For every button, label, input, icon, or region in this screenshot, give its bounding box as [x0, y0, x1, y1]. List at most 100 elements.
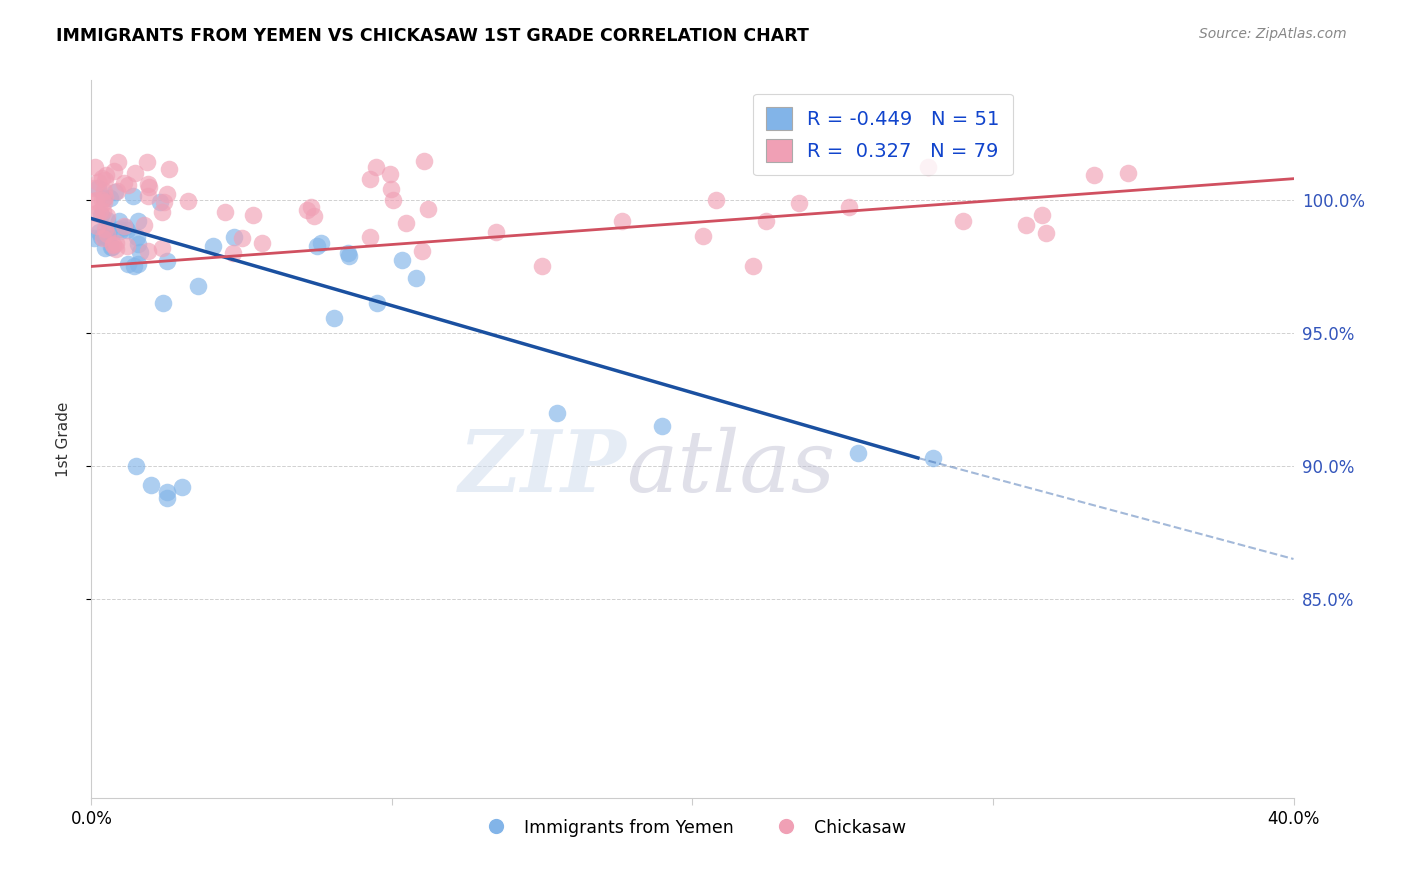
Point	[103, 238, 125, 252]
Point	[83, 160, 105, 174]
Point	[152, 295, 174, 310]
Point	[366, 296, 388, 310]
Point	[141, 477, 163, 491]
Point	[134, 218, 156, 232]
Point	[922, 450, 945, 465]
Point	[100, 240, 122, 254]
Point	[96, 212, 118, 227]
Point	[157, 162, 180, 177]
Point	[87, 175, 110, 189]
Point	[93, 190, 115, 204]
Point	[297, 202, 319, 217]
Point	[105, 184, 128, 198]
Point	[754, 213, 776, 227]
Point	[87, 225, 110, 239]
Point	[149, 194, 172, 209]
Point	[135, 154, 157, 169]
Point	[94, 168, 117, 182]
Point	[153, 195, 176, 210]
Point	[103, 163, 125, 178]
Point	[299, 200, 322, 214]
Point	[242, 208, 264, 222]
Point	[337, 249, 360, 263]
Point	[231, 231, 253, 245]
Point	[117, 257, 139, 271]
Point	[90, 229, 112, 244]
Point	[138, 244, 160, 258]
Point	[177, 194, 200, 208]
Point	[124, 165, 146, 179]
Point	[122, 189, 145, 203]
Point	[112, 176, 135, 190]
Point	[150, 241, 173, 255]
Point	[83, 194, 105, 208]
Point	[250, 236, 273, 251]
Text: atlas: atlas	[626, 426, 835, 509]
Point	[86, 206, 108, 220]
Point	[107, 222, 129, 236]
Point	[391, 253, 413, 268]
Point	[378, 167, 401, 181]
Text: IMMIGRANTS FROM YEMEN VS CHICKASAW 1ST GRADE CORRELATION CHART: IMMIGRANTS FROM YEMEN VS CHICKASAW 1ST G…	[56, 27, 808, 45]
Point	[222, 245, 245, 260]
Point	[96, 227, 118, 241]
Point	[156, 253, 179, 268]
Point	[107, 154, 129, 169]
Point	[322, 310, 344, 325]
Point	[98, 191, 121, 205]
Point	[917, 160, 939, 174]
Point	[90, 208, 112, 222]
Point	[84, 193, 107, 207]
Point	[112, 219, 135, 233]
Point	[846, 445, 869, 459]
Point	[86, 219, 108, 234]
Point	[87, 181, 110, 195]
Point	[93, 229, 115, 244]
Point	[127, 237, 149, 252]
Point	[136, 189, 159, 203]
Point	[101, 237, 124, 252]
Point	[484, 225, 506, 239]
Point	[91, 171, 114, 186]
Point	[150, 205, 173, 219]
Point	[170, 480, 193, 494]
Point	[838, 200, 860, 214]
Point	[104, 185, 127, 199]
Point	[411, 244, 433, 258]
Point	[114, 219, 136, 234]
Point	[94, 241, 117, 255]
Point	[1035, 226, 1057, 240]
Point	[93, 222, 115, 236]
Point	[117, 222, 139, 236]
Point	[214, 205, 236, 219]
Point	[222, 230, 245, 244]
Point	[93, 191, 115, 205]
Point	[416, 202, 439, 216]
Point	[93, 195, 115, 210]
Point	[651, 419, 673, 434]
Text: ZIP: ZIP	[458, 426, 626, 510]
Point	[136, 177, 159, 191]
Point	[202, 238, 225, 252]
Point	[97, 231, 120, 245]
Point	[91, 203, 114, 218]
Point	[83, 181, 105, 195]
Point	[89, 204, 111, 219]
Point	[124, 260, 146, 274]
Point	[302, 209, 325, 223]
Point	[91, 230, 114, 244]
Point	[359, 229, 381, 244]
Point	[96, 210, 118, 224]
Point	[90, 194, 112, 208]
Point	[546, 406, 568, 420]
Point	[138, 180, 160, 194]
Point	[117, 178, 139, 193]
Point	[359, 171, 381, 186]
Point	[104, 235, 127, 250]
Text: Source: ZipAtlas.com: Source: ZipAtlas.com	[1199, 27, 1347, 41]
Point	[394, 216, 416, 230]
Point	[336, 246, 359, 260]
Point	[107, 213, 129, 227]
Point	[307, 239, 329, 253]
Point	[382, 193, 405, 207]
